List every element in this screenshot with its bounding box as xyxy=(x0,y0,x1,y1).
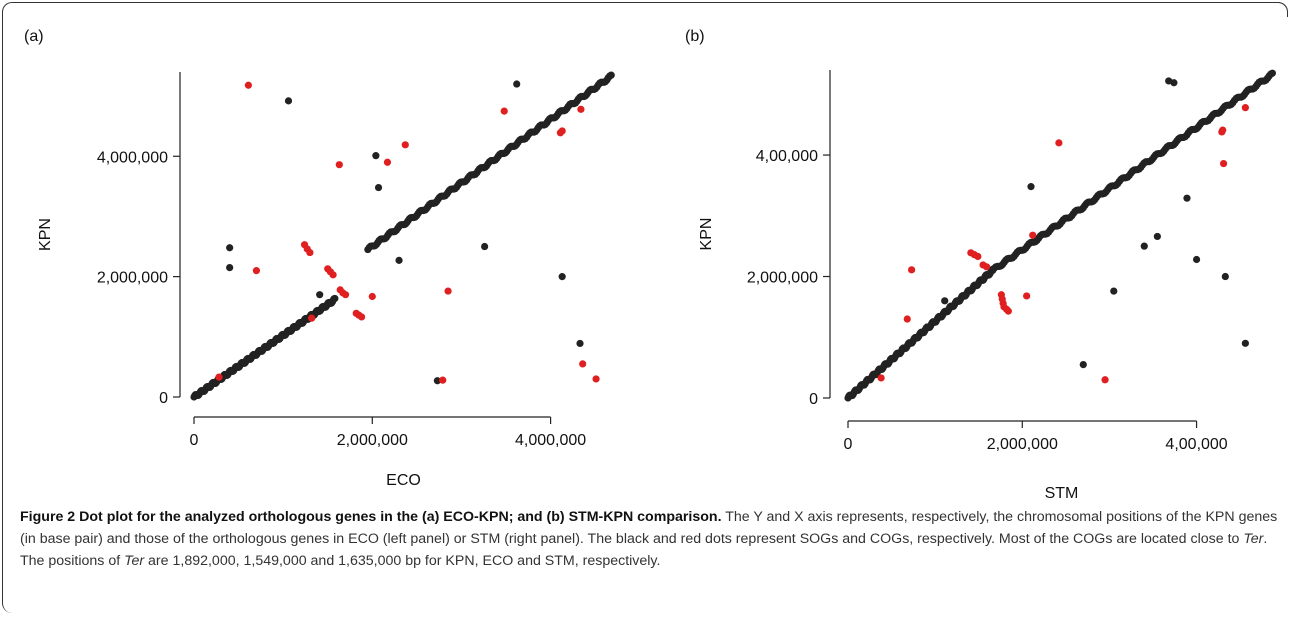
plot-b-point-cog xyxy=(1241,104,1249,112)
plot-a-y-tick-label: 4,000,000 xyxy=(97,149,168,166)
plot-b-point-sog xyxy=(1140,242,1148,250)
caption-text-2: . The positions of xyxy=(20,531,1268,569)
plot-b-x-tick-label: 0 xyxy=(844,436,853,453)
plot-b-point-cog xyxy=(1101,376,1109,384)
plot-a-point-sog xyxy=(433,377,441,385)
plot-b-point-cog xyxy=(1219,126,1227,134)
plot-b-point-sog xyxy=(1268,69,1276,77)
plot-b-point-sog xyxy=(1170,79,1178,87)
plot-b-y-axis-title: KPN xyxy=(698,218,715,251)
plot-b-point-cog xyxy=(982,263,991,271)
plot-b-point-sog xyxy=(1079,360,1087,369)
plot-a-point-sog xyxy=(316,291,324,299)
dot-plot-eco-kpn: 0 2,000,000 4,000,000 0 2,000,000 4,000,000 EC… xyxy=(37,71,615,489)
plot-b-y-tick-label: 4,00,000 xyxy=(756,148,818,165)
caption-title: Figure 2 Dot plot for the analyzed ortho… xyxy=(20,509,722,525)
plot-a-point-sog xyxy=(481,242,489,251)
plot-a-point-sog xyxy=(372,152,380,160)
plot-a-point-cog xyxy=(439,376,447,384)
plot-a-point-cog xyxy=(592,375,600,383)
plot-a-point-sog xyxy=(607,71,615,79)
plot-a-point-cog xyxy=(358,313,366,321)
plot-a-point-cog xyxy=(335,161,343,169)
plot-a-point-sog xyxy=(331,294,339,303)
plot-a-point-cog xyxy=(215,373,223,381)
caption-text-1: The Y and X axis represents, respectivel… xyxy=(20,509,1278,547)
plot-b-point-cog xyxy=(1023,292,1031,300)
plot-b-point-sog xyxy=(1027,183,1035,191)
plot-a-point-sog xyxy=(513,80,521,88)
plot-a-point-cog xyxy=(444,287,452,295)
plot-a-y-axis-title: KPN xyxy=(37,218,54,251)
plot-b-point-cog xyxy=(903,315,911,323)
panel-label-a: (a) xyxy=(24,28,44,45)
plot-a-point-sog xyxy=(374,183,383,192)
plot-b-point-sog xyxy=(1241,339,1249,347)
plot-a-point-cog xyxy=(329,271,337,279)
plot-b-x-axis-title: STM xyxy=(1045,485,1079,502)
caption-text-3: are 1,892,000, 1,549,000 and 1,635,000 b… xyxy=(144,553,661,569)
plot-a-y-tick-label: 2,000,000 xyxy=(97,270,168,287)
plot-a-point-sog xyxy=(226,244,234,252)
plot-a-x-tick-label: 4,000,000 xyxy=(515,432,586,449)
plot-b-point-cog xyxy=(974,252,982,261)
plot-a-point-cog xyxy=(577,105,585,113)
plot-b-x-tick-label: 2,000,000 xyxy=(987,436,1058,453)
plot-a-point-cog xyxy=(252,267,261,275)
plot-b-point-cog xyxy=(1004,307,1012,315)
plot-a-point-cog xyxy=(341,291,350,299)
plot-a-point-cog xyxy=(383,158,392,166)
dot-plot-stm-kpn: 0 2,000,000 4,00,000 0 2,000,000 4,00,000 STM K… xyxy=(698,69,1276,502)
plot-b-point-cog xyxy=(877,374,885,382)
panel-label-b: (b) xyxy=(685,28,705,45)
plot-b-point-sog xyxy=(1183,194,1191,202)
caption-ter-1: Ter xyxy=(1243,531,1264,547)
plot-a-point-cog xyxy=(306,248,314,257)
figure-caption: Figure 2 Dot plot for the analyzed ortho… xyxy=(20,506,1278,572)
plot-b-x-tick-label: 4,00,000 xyxy=(1165,436,1227,453)
figure-frame-corner xyxy=(1273,2,1288,17)
plot-a-point-sog xyxy=(284,97,293,105)
plot-b-y-tick-label: 2,000,000 xyxy=(747,270,818,287)
plot-b-point-sog xyxy=(1221,272,1229,281)
plot-a-point-sog xyxy=(576,339,584,348)
plot-b-point-cog xyxy=(1219,159,1228,168)
plot-a-point-cog xyxy=(558,127,566,135)
plot-b-point-cog xyxy=(1055,139,1063,147)
caption-ter-2: Ter xyxy=(124,553,145,569)
plot-a-point-sog xyxy=(226,264,234,272)
plot-b-point-sog xyxy=(1153,232,1161,241)
plot-a-point-sog xyxy=(558,273,566,281)
plot-b-point-sog xyxy=(1192,255,1201,264)
plot-a-y-tick-label: 0 xyxy=(159,390,168,407)
plot-a-x-axis-title: ECO xyxy=(386,472,421,489)
plot-b-point-cog xyxy=(908,266,916,274)
plot-b-point-cog xyxy=(1029,231,1037,239)
plot-a-point-cog xyxy=(308,314,316,322)
plot-a-point-cog xyxy=(500,107,508,115)
plot-a-point-cog xyxy=(401,141,409,149)
plot-a-point-cog xyxy=(579,360,587,368)
plot-a-point-cog xyxy=(244,81,252,89)
plot-a-x-tick-label: 0 xyxy=(190,432,199,449)
plot-b-point-sog xyxy=(941,297,949,305)
plot-a-x-tick-label: 2,000,000 xyxy=(337,432,408,449)
plot-a-point-cog xyxy=(368,292,376,301)
plot-b-y-tick-label: 0 xyxy=(809,391,818,408)
plot-b-point-sog xyxy=(1110,287,1118,295)
plot-a-point-sog xyxy=(395,256,403,264)
